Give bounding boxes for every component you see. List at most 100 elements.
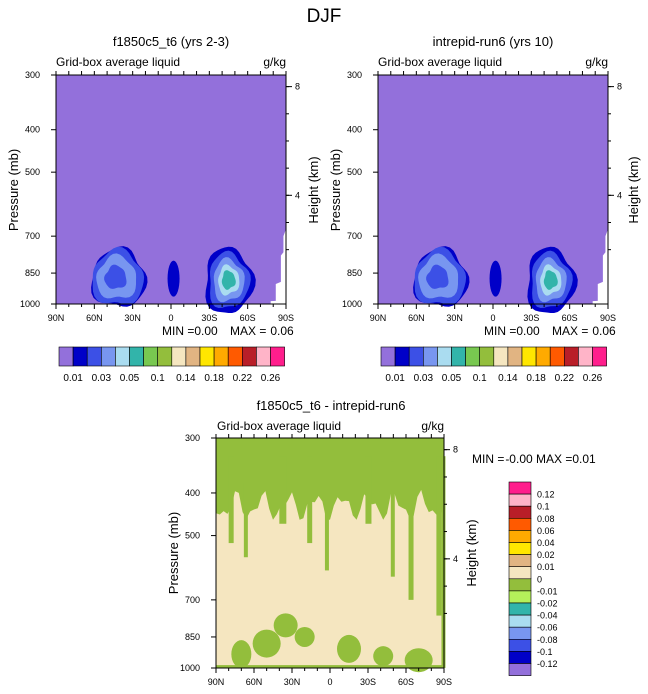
colorbar-swatch bbox=[422, 346, 438, 367]
surface-mask bbox=[592, 230, 608, 304]
colorbar-swatch bbox=[493, 346, 509, 367]
axes: 90N 60N 30N 0 30S 60S 90S 300 400 500 700 850 1000 8 4 bbox=[180, 433, 458, 687]
colorbar-label: 0.05 bbox=[442, 373, 462, 384]
colorbar-swatch bbox=[479, 346, 495, 367]
colorbar-label: 0 bbox=[537, 574, 542, 584]
y-tick-label: 400 bbox=[25, 125, 40, 135]
colorbar-swatch bbox=[508, 542, 532, 555]
colorbar-swatch bbox=[578, 346, 593, 367]
y-axis-label: Pressure (mb) bbox=[6, 149, 21, 231]
contour-fill bbox=[436, 456, 442, 616]
x-tick-label: 30S bbox=[360, 677, 376, 687]
max-label: MAX = bbox=[536, 452, 572, 466]
colorbar-label: 0.14 bbox=[176, 373, 196, 384]
x-tick-label: 30N bbox=[446, 313, 463, 323]
surface-mask bbox=[270, 230, 286, 304]
colorbar-swatch bbox=[508, 590, 532, 604]
y-tick-label: 850 bbox=[185, 632, 200, 642]
contour-fill bbox=[307, 456, 313, 544]
colorbar-swatch bbox=[508, 578, 532, 592]
contour-fill bbox=[390, 461, 395, 577]
y-tick-label: 1000 bbox=[20, 299, 40, 309]
colorbar-swatch bbox=[408, 346, 424, 367]
y-tick-label: 500 bbox=[347, 167, 362, 177]
y-right-tick-label: 4 bbox=[453, 554, 458, 564]
colorbar-label: 0.08 bbox=[537, 514, 555, 524]
y-axis-label: Pressure (mb) bbox=[166, 512, 181, 594]
colorbar-swatch bbox=[508, 566, 532, 580]
panel-left-label: Grid-box average liquid bbox=[56, 55, 180, 69]
y-tick-label: 400 bbox=[185, 488, 200, 498]
min-value: -0.00 bbox=[505, 452, 533, 466]
colorbar-swatch bbox=[242, 346, 257, 367]
colorbar-2: 0.01 0.03 0.05 0.1 0.14 0.18 0.22 0.26 bbox=[380, 346, 607, 384]
colorbar-swatch bbox=[508, 554, 532, 567]
colorbar-label: -0.08 bbox=[537, 635, 558, 645]
colorbar-swatch bbox=[549, 346, 565, 367]
colorbar-label: 0.05 bbox=[120, 373, 140, 384]
colorbar-swatch bbox=[508, 626, 532, 640]
y-tick-label: 400 bbox=[347, 125, 362, 135]
colorbar-swatch bbox=[101, 346, 116, 367]
y-tick-label: 500 bbox=[25, 167, 40, 177]
colorbar-swatch bbox=[521, 346, 537, 367]
contour-fill bbox=[441, 456, 446, 668]
max-value: 0.01 bbox=[572, 452, 596, 466]
y-axis-label-right: Height (km) bbox=[306, 156, 321, 223]
colorbar-label: 0.01 bbox=[63, 373, 83, 384]
colorbar-swatch bbox=[508, 651, 532, 664]
colorbar-label: -0.12 bbox=[537, 659, 558, 669]
contour-fill bbox=[337, 634, 361, 663]
figure-title: DJF bbox=[307, 6, 342, 27]
colorbar-swatch bbox=[508, 481, 532, 495]
contour-fill bbox=[104, 264, 127, 289]
colorbar-label: 0.22 bbox=[555, 373, 575, 384]
x-tick-label: 60N bbox=[246, 677, 263, 687]
colorbar-swatch bbox=[563, 346, 579, 367]
x-tick-label: 90S bbox=[600, 313, 616, 323]
colorbar-swatch bbox=[256, 346, 271, 367]
y-axis-label: Pressure (mb) bbox=[328, 149, 343, 231]
axes: 90N 60N 30N 0 30S 60S 90S 300 400 500 700 850 1000 8 4 bbox=[20, 70, 300, 323]
x-tick-label: 30S bbox=[201, 313, 217, 323]
contour-fill bbox=[221, 270, 236, 290]
y-right-tick-label: 4 bbox=[617, 190, 622, 200]
contour-fill bbox=[408, 502, 414, 600]
colorbar-swatch bbox=[508, 614, 532, 628]
colorbar-swatch bbox=[86, 346, 102, 367]
field-overlay bbox=[91, 230, 286, 313]
contour-fill bbox=[543, 270, 558, 290]
y-right-tick-label: 8 bbox=[617, 82, 622, 92]
colorbar-label: 0.04 bbox=[537, 538, 555, 548]
x-tick-label: 30N bbox=[124, 313, 141, 323]
colorbar-label: 0.18 bbox=[204, 373, 224, 384]
x-tick-label: 0 bbox=[327, 677, 332, 687]
colorbar-difference: 0.12 0.1 0.08 0.06 0.04 0.02 0.01 0 -0.01 -0.02 -0… bbox=[508, 481, 558, 676]
min-label: MIN = bbox=[484, 324, 516, 338]
colorbar-label: 0.03 bbox=[414, 373, 434, 384]
y-tick-label: 700 bbox=[347, 231, 362, 241]
colorbar-label: 0.22 bbox=[233, 373, 253, 384]
max-label: MAX = bbox=[552, 324, 588, 338]
colorbar-swatch bbox=[592, 346, 607, 367]
colorbar-label: -0.04 bbox=[537, 611, 558, 621]
colorbar-swatch bbox=[508, 517, 532, 531]
min-value: 0.00 bbox=[194, 324, 218, 338]
contour-fill bbox=[294, 626, 315, 647]
colorbar-swatch bbox=[143, 346, 159, 367]
colorbar-swatch bbox=[508, 638, 532, 652]
colorbar-label: 0.12 bbox=[537, 490, 555, 500]
colorbar-label: -0.06 bbox=[537, 623, 558, 633]
colorbar-swatch bbox=[199, 346, 215, 367]
colorbar-swatch bbox=[465, 346, 481, 367]
colorbar-swatch bbox=[394, 346, 410, 367]
colorbar-swatch bbox=[72, 346, 88, 367]
colorbar-swatch bbox=[508, 493, 532, 507]
y-axis-label-right: Height (km) bbox=[626, 156, 641, 223]
y-axis-label-right: Height (km) bbox=[464, 519, 479, 586]
y-tick-label: 700 bbox=[25, 231, 40, 241]
max-value: 0.06 bbox=[592, 324, 616, 338]
colorbar-swatch bbox=[270, 346, 285, 367]
colorbar-swatch bbox=[508, 530, 532, 543]
